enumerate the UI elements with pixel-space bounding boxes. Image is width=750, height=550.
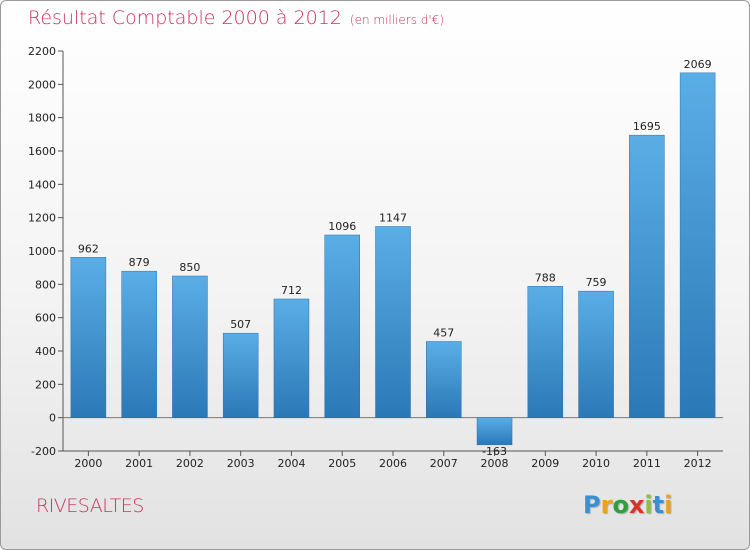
logo-letter: o: [612, 491, 629, 519]
bar-2012: [679, 72, 716, 418]
x-tick-label: 2000: [74, 457, 102, 470]
x-tick-label: 2012: [684, 457, 712, 470]
x-tick-label: 2003: [227, 457, 255, 470]
logo-letter: x: [628, 491, 645, 519]
bar-2001: [121, 270, 157, 418]
logo-letter: P: [583, 491, 601, 519]
bar-2005: [324, 234, 360, 418]
bar-2010: [578, 290, 614, 418]
logo-letter: t: [652, 491, 665, 519]
data-label-2007: 457: [433, 327, 454, 340]
data-label-2001: 879: [129, 256, 150, 269]
x-tick-label: 2011: [633, 457, 661, 470]
data-label-2006: 1147: [379, 212, 407, 225]
y-tick-label: 0: [49, 412, 56, 425]
x-tick-label: 2001: [125, 457, 153, 470]
bar-2007: [426, 341, 462, 418]
y-tick-label: 1200: [28, 212, 56, 225]
chart-title: Résultat Comptable 2000 à 2012 (en millie…: [28, 7, 444, 29]
chart-title-text: Résultat Comptable 2000 à 2012: [28, 7, 342, 29]
bar-2003: [222, 332, 259, 418]
y-tick-label: 1800: [28, 112, 56, 125]
x-tick-label: 2006: [379, 457, 407, 470]
x-tick-label: 2007: [430, 457, 458, 470]
data-label-2010: 759: [586, 276, 607, 289]
commune-name: RIVESALTES: [36, 495, 144, 517]
logo-letter: i: [644, 491, 653, 519]
bar-2006: [375, 226, 411, 418]
data-label-2005: 1096: [328, 220, 356, 233]
data-label-2004: 712: [281, 284, 302, 297]
x-tick-label: 2005: [328, 457, 356, 470]
y-tick-label: 2200: [28, 45, 56, 58]
data-label-2002: 850: [179, 261, 200, 274]
x-tick-label: 2004: [277, 457, 305, 470]
x-tick-label: 2002: [176, 457, 204, 470]
y-tick-label: 600: [35, 312, 56, 325]
y-tick-label: -200: [31, 445, 56, 458]
bar-2000: [70, 257, 107, 418]
proxiti-logo[interactable]: Proxiti: [583, 491, 672, 519]
logo-letter: r: [600, 491, 613, 519]
x-tick-label: 2010: [582, 457, 610, 470]
data-label-2009: 788: [535, 271, 556, 284]
bar-2009: [527, 286, 564, 418]
logo-letter: i: [664, 491, 673, 519]
bar-2008: [476, 417, 513, 446]
data-label-2003: 507: [230, 318, 251, 331]
bar-2002: [172, 275, 208, 418]
x-tick-label: 2009: [531, 457, 559, 470]
x-tick-label: 2008: [481, 457, 509, 470]
data-label-2012: 2069: [684, 58, 712, 71]
y-tick-label: 200: [35, 378, 56, 391]
data-label-2011: 1695: [633, 120, 661, 133]
y-tick-label: 1400: [28, 178, 56, 191]
y-tick-label: 1600: [28, 145, 56, 158]
y-tick-label: 1000: [28, 245, 56, 258]
bar-2004: [273, 298, 310, 418]
y-tick-label: 800: [35, 278, 56, 291]
chart-title-unit: (en milliers d'€): [349, 13, 445, 27]
data-label-2000: 962: [78, 242, 99, 255]
y-tick-label: 400: [35, 345, 56, 358]
bar-2011: [629, 134, 665, 418]
y-tick-label: 2000: [28, 78, 56, 91]
data-label-2008: -163: [482, 445, 507, 458]
